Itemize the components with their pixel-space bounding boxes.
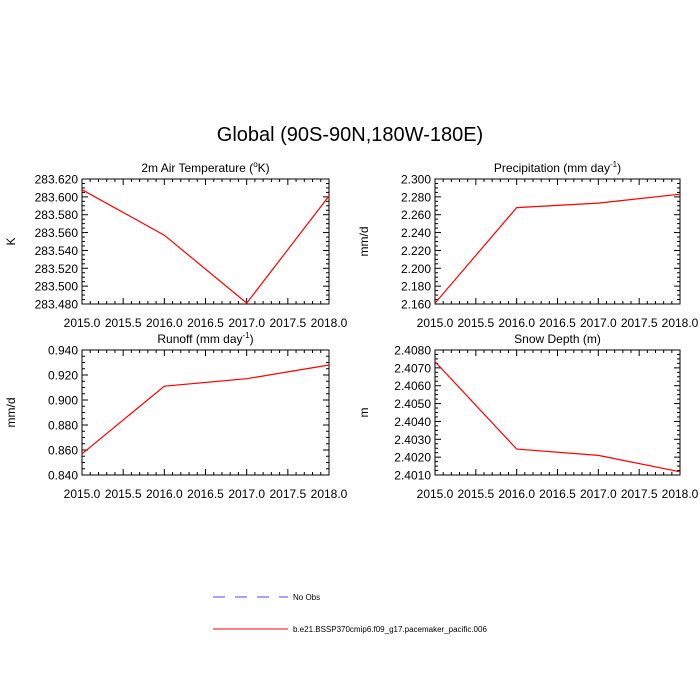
y-tick-label: 283.620	[35, 173, 79, 187]
series-line-1	[434, 193, 681, 304]
legend: No Obs b.e21.BSSP370cmip6.f09_g17.pacemak…	[213, 593, 487, 634]
panel-3: 2015.0 2015.5 2016.0 2016.5 2017.0 2017.5 2018…	[4, 331, 348, 501]
y-axis-label: m	[357, 408, 371, 418]
panel-title: 2m Air Temperature (oK)	[141, 160, 269, 175]
series-line-1	[81, 364, 330, 455]
x-tick-label: 2018.0	[311, 316, 348, 330]
x-tick-label: 2016.0	[498, 316, 535, 330]
x-tick-label: 2017.5	[621, 316, 658, 330]
y-tick-label: 2.4040	[394, 415, 431, 429]
x-tick-label: 2016.5	[187, 316, 224, 330]
figure-title: Global (90S-90N,180W-180E)	[216, 124, 484, 146]
panel-title: Precipitation (mm day-1)	[494, 160, 621, 175]
y-tick-label: 2.180	[401, 280, 431, 294]
x-tick-label: 2015.5	[457, 316, 494, 330]
x-tick-label: 2015.0	[64, 316, 101, 330]
y-tick-label: 283.480	[35, 298, 79, 312]
panel-1: 2015.0 2015.5 2016.0 2016.5 2017.0 2017.5 2018…	[4, 160, 348, 330]
x-tick-label: 2017.0	[580, 316, 617, 330]
y-tick-label: 0.900	[48, 394, 78, 408]
x-tick-label: 2017.0	[580, 487, 617, 501]
panel-4: 2015.0 2015.5 2016.0 2016.5 2017.0 2017.5 2018…	[357, 332, 699, 501]
panel-2: 2015.0 2015.5 2016.0 2016.5 2017.0 2017.5 2018…	[357, 160, 699, 330]
y-tick-label: 0.840	[48, 469, 78, 483]
y-tick-label: 2.4070	[394, 361, 431, 375]
y-tick-label: 2.260	[401, 208, 431, 222]
y-tick-label: 2.220	[401, 244, 431, 258]
x-tick-label: 2018.0	[311, 487, 348, 501]
x-tick-label: 2016.0	[146, 316, 183, 330]
y-tick-label: 283.520	[35, 262, 79, 276]
y-tick-label: 2.280	[401, 190, 431, 204]
x-tick-label: 2017.5	[621, 487, 658, 501]
y-tick-label: 0.860	[48, 444, 78, 458]
y-tick-label: 2.300	[401, 173, 431, 187]
x-tick-label: 2016.5	[539, 487, 576, 501]
y-tick-label: 2.4060	[394, 379, 431, 393]
y-tick-label: 0.920	[48, 369, 78, 383]
y-tick-label: 0.880	[48, 419, 78, 433]
y-tick-label: 283.560	[35, 226, 79, 240]
panel-title: Snow Depth (m)	[514, 332, 601, 346]
panel-title: Runoff (mm day-1)	[157, 331, 253, 346]
x-tick-label: 2015.5	[457, 487, 494, 501]
x-tick-label: 2015.0	[417, 487, 454, 501]
y-tick-label: 2.200	[401, 262, 431, 276]
series-line-1	[81, 189, 330, 304]
x-tick-label: 2017.5	[269, 316, 306, 330]
x-tick-label: 2016.5	[187, 487, 224, 501]
x-tick-label: 2017.5	[269, 487, 306, 501]
x-tick-label: 2015.0	[417, 316, 454, 330]
legend-label: No Obs	[293, 593, 320, 602]
y-tick-label: 283.580	[35, 208, 79, 222]
y-axis-label: mm/d	[357, 227, 371, 257]
y-tick-label: 2.4020	[394, 451, 431, 465]
x-tick-label: 2015.5	[105, 487, 142, 501]
legend-label: b.e21.BSSP370cmip6.f09_g17.pacemaker_pac…	[293, 625, 487, 634]
plot-frame	[81, 178, 330, 305]
x-tick-label: 2016.0	[146, 487, 183, 501]
y-tick-label: 2.160	[401, 298, 431, 312]
x-tick-label: 2017.0	[228, 487, 265, 501]
y-tick-label: 2.240	[401, 226, 431, 240]
y-axis-label: K	[4, 237, 18, 245]
y-tick-label: 0.940	[48, 344, 78, 358]
x-tick-label: 2016.0	[498, 487, 535, 501]
y-axis-label: mm/d	[4, 398, 18, 428]
plot-frame	[81, 349, 330, 476]
x-tick-label: 2015.5	[105, 316, 142, 330]
x-tick-label: 2015.0	[64, 487, 101, 501]
y-tick-label: 2.4030	[394, 433, 431, 447]
x-tick-label: 2017.0	[228, 316, 265, 330]
y-tick-label: 283.540	[35, 244, 79, 258]
x-tick-label: 2016.5	[539, 316, 576, 330]
x-tick-label: 2018.0	[662, 316, 699, 330]
y-tick-label: 2.4010	[394, 469, 431, 483]
series-line-1	[434, 361, 681, 473]
y-tick-label: 283.500	[35, 280, 79, 294]
x-tick-label: 2018.0	[662, 487, 699, 501]
y-tick-label: 283.600	[35, 190, 79, 204]
plot-frame	[434, 349, 681, 476]
y-tick-label: 2.4050	[394, 397, 431, 411]
y-tick-label: 2.4080	[394, 344, 431, 358]
